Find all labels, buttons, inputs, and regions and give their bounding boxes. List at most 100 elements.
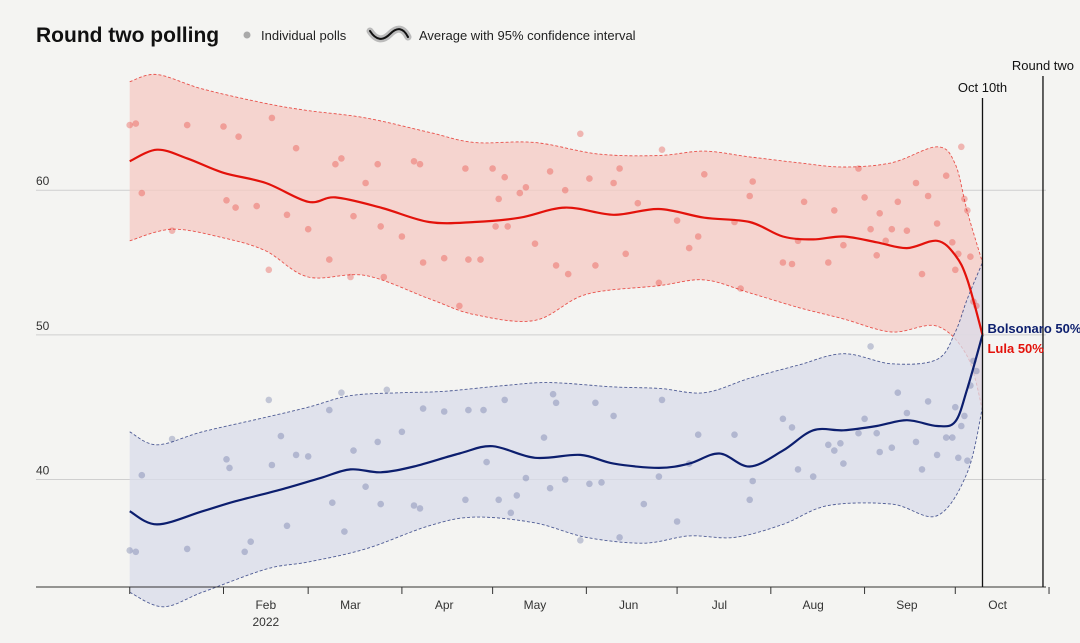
poll-point-lula bbox=[564, 270, 572, 278]
poll-point-lula bbox=[377, 223, 385, 230]
poll-point-lula bbox=[918, 270, 926, 278]
poll-point-bolsonaro bbox=[831, 447, 838, 454]
poll-point-bolsonaro bbox=[416, 505, 424, 512]
poll-point-bolsonaro bbox=[933, 451, 941, 459]
poll-point-bolsonaro bbox=[241, 548, 248, 556]
poll-point-lula bbox=[338, 155, 345, 162]
legend-label-average: Average with 95% confidence interval bbox=[419, 28, 636, 43]
poll-point-bolsonaro bbox=[610, 412, 617, 420]
poll-point-bolsonaro bbox=[362, 483, 369, 491]
poll-point-lula bbox=[694, 233, 702, 240]
poll-point-bolsonaro bbox=[746, 496, 753, 504]
annotations: Oct 10th Round two bbox=[958, 58, 1074, 587]
poll-point-lula bbox=[655, 279, 663, 287]
x-tick-label: Jun bbox=[619, 598, 638, 612]
poll-point-bolsonaro bbox=[924, 398, 932, 405]
poll-point-bolsonaro bbox=[616, 534, 623, 541]
poll-point-bolsonaro bbox=[749, 477, 756, 485]
poll-point-bolsonaro bbox=[837, 440, 844, 447]
poll-point-lula bbox=[933, 220, 941, 227]
x-tick-label: Jul bbox=[712, 598, 727, 612]
legend: Individual polls Average with 95% confid… bbox=[243, 25, 636, 43]
poll-point-bolsonaro bbox=[955, 454, 962, 462]
poll-point-lula bbox=[746, 192, 753, 200]
poll-point-bolsonaro bbox=[462, 496, 469, 504]
poll-point-bolsonaro bbox=[888, 444, 896, 452]
poll-point-lula bbox=[616, 165, 623, 172]
poll-point-lula bbox=[561, 186, 569, 194]
confidence-bands bbox=[129, 73, 983, 608]
poll-point-bolsonaro bbox=[549, 390, 557, 398]
x-axis: Feb 2022 Mar Apr May Jun Jul Aug Sep Oct bbox=[36, 586, 1050, 629]
poll-point-lula bbox=[961, 195, 968, 203]
legend-dot-icon bbox=[243, 31, 251, 39]
poll-point-bolsonaro bbox=[513, 492, 521, 499]
y-tick-label: 40 bbox=[36, 464, 50, 478]
poll-point-lula bbox=[489, 165, 496, 172]
x-tick-label: Oct bbox=[988, 598, 1007, 612]
poll-point-lula bbox=[410, 158, 418, 165]
poll-point-lula bbox=[504, 223, 512, 230]
poll-point-bolsonaro bbox=[731, 431, 738, 439]
poll-point-bolsonaro bbox=[840, 460, 847, 467]
poll-point-bolsonaro bbox=[265, 396, 273, 404]
annotation-label: Oct 10th bbox=[958, 80, 1007, 95]
poll-point-lula bbox=[831, 207, 838, 214]
poll-point-lula bbox=[304, 225, 312, 233]
poll-point-lula bbox=[456, 302, 463, 310]
poll-point-lula bbox=[235, 133, 242, 140]
poll-point-lula bbox=[577, 130, 584, 138]
poll-point-bolsonaro bbox=[495, 496, 503, 504]
poll-point-bolsonaro bbox=[825, 441, 832, 449]
poll-point-bolsonaro bbox=[552, 399, 560, 407]
poll-point-lula bbox=[952, 266, 959, 274]
x-tick-label: Mar bbox=[340, 598, 361, 612]
poll-point-lula bbox=[552, 262, 560, 269]
poll-point-lula bbox=[501, 173, 509, 181]
poll-point-bolsonaro bbox=[326, 406, 333, 414]
poll-point-lula bbox=[326, 256, 333, 263]
poll-point-bolsonaro bbox=[809, 473, 817, 480]
poll-point-bolsonaro bbox=[958, 422, 965, 430]
poll-point-bolsonaro bbox=[377, 500, 385, 508]
poll-point-lula bbox=[800, 198, 808, 206]
poll-point-lula bbox=[855, 165, 862, 172]
poll-point-bolsonaro bbox=[658, 396, 666, 404]
poll-point-bolsonaro bbox=[918, 466, 926, 473]
poll-point-lula bbox=[685, 244, 693, 252]
poll-point-bolsonaro bbox=[398, 428, 406, 436]
legend-line-icon bbox=[369, 28, 409, 40]
chart-title: Round two polling bbox=[36, 24, 219, 47]
poll-point-lula bbox=[516, 189, 524, 197]
poll-point-bolsonaro bbox=[655, 473, 663, 480]
poll-point-bolsonaro bbox=[961, 412, 968, 420]
poll-point-lula bbox=[220, 123, 227, 130]
poll-point-bolsonaro bbox=[283, 522, 291, 530]
poll-point-bolsonaro bbox=[226, 464, 233, 472]
average-line-bolsonaro bbox=[129, 334, 984, 526]
poll-point-lula bbox=[380, 273, 388, 281]
poll-point-lula bbox=[292, 144, 300, 152]
poll-point-bolsonaro bbox=[694, 431, 702, 439]
poll-point-lula bbox=[440, 254, 448, 262]
poll-point-bolsonaro bbox=[168, 435, 176, 443]
poll-point-lula bbox=[183, 121, 191, 129]
poll-point-lula bbox=[967, 253, 974, 260]
band-lower-lula bbox=[129, 228, 983, 411]
poll-point-bolsonaro bbox=[673, 518, 681, 525]
poll-point-bolsonaro bbox=[277, 432, 285, 440]
poll-point-bolsonaro bbox=[338, 389, 345, 397]
poll-point-bolsonaro bbox=[507, 509, 515, 517]
poll-point-bolsonaro bbox=[410, 502, 418, 509]
poll-point-lula bbox=[840, 241, 847, 249]
poll-point-bolsonaro bbox=[126, 547, 133, 554]
poll-point-lula bbox=[592, 262, 599, 269]
poll-point-bolsonaro bbox=[522, 474, 530, 482]
poll-point-lula bbox=[462, 165, 469, 172]
poll-point-lula bbox=[477, 256, 484, 263]
poll-point-bolsonaro bbox=[374, 438, 382, 446]
poll-point-lula bbox=[779, 259, 787, 266]
band-bolsonaro bbox=[129, 262, 983, 607]
poll-point-lula bbox=[964, 207, 971, 214]
poll-point-bolsonaro bbox=[247, 538, 254, 545]
